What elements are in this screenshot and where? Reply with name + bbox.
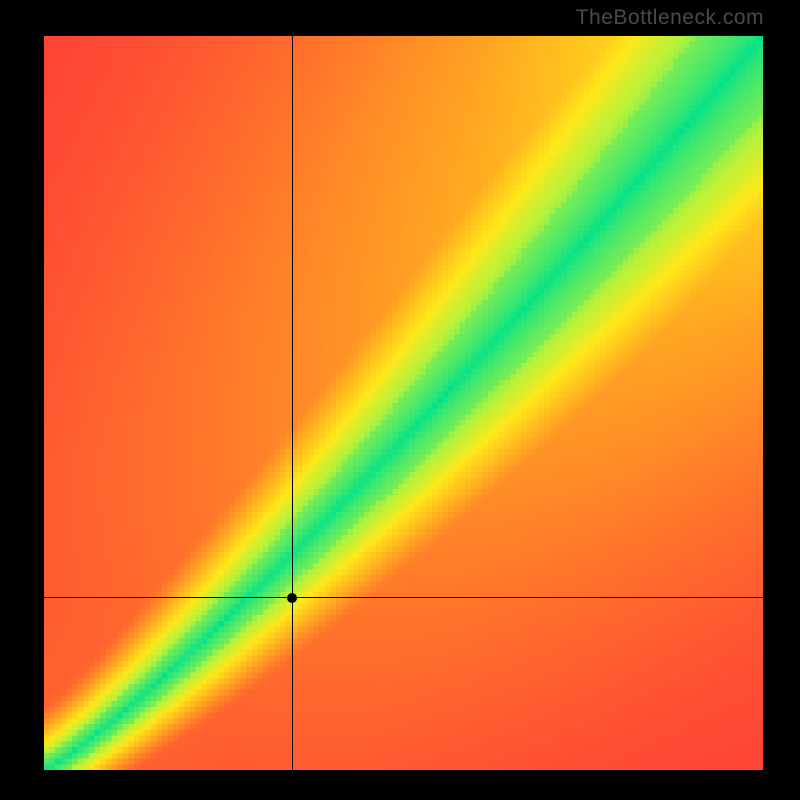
crosshair-horizontal bbox=[44, 597, 763, 598]
bottleneck-heatmap bbox=[44, 36, 763, 770]
watermark-text: TheBottleneck.com bbox=[576, 6, 764, 30]
crosshair-vertical bbox=[292, 36, 293, 770]
data-point-marker bbox=[287, 593, 297, 603]
